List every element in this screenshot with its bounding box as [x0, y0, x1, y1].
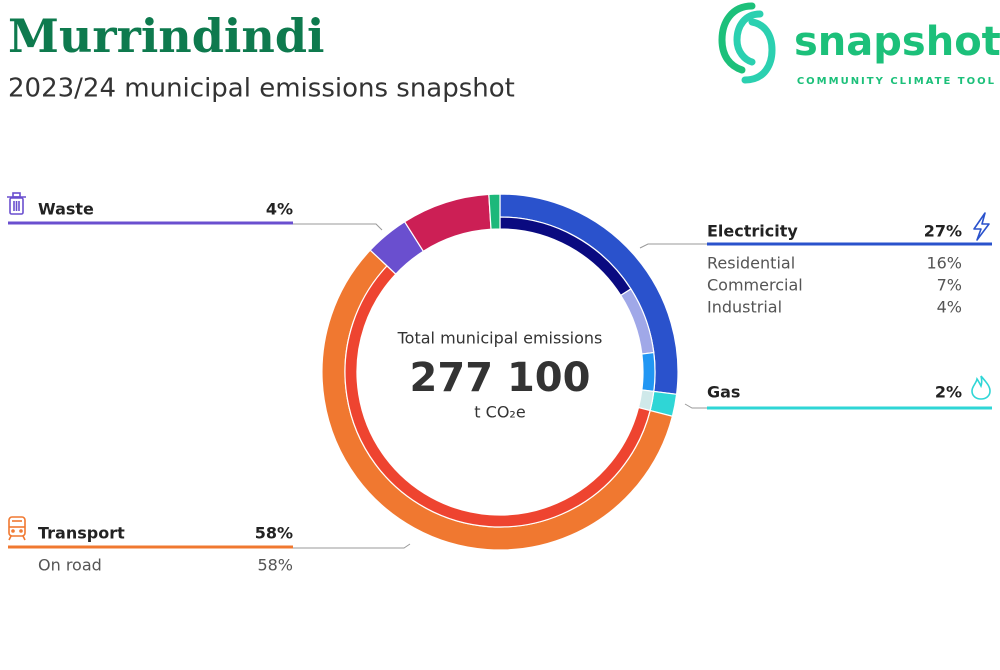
title: Murrindindi [8, 9, 324, 63]
center-value: 277 100 [410, 355, 591, 401]
category-label: Waste [38, 200, 94, 219]
category-value: 58% [255, 524, 293, 543]
logo-icon [718, 2, 776, 84]
waste-icon [7, 192, 26, 215]
logo-name: snapshot [794, 19, 1000, 65]
sub-value: 58% [257, 556, 293, 575]
sub-label: Residential [707, 254, 795, 273]
sub-value: 4% [937, 298, 962, 317]
category-value: 4% [266, 200, 293, 219]
gas-icon [971, 375, 991, 400]
sub-segment [641, 351, 656, 393]
logo-tagline: COMMUNITY CLIMATE TOOL [797, 76, 996, 87]
leader-line [293, 543, 411, 549]
center-label: Total municipal emissions [397, 329, 603, 348]
sub-label: Commercial [707, 276, 803, 295]
leader-line [293, 223, 383, 231]
category-value: 2% [935, 383, 962, 402]
leader-line [639, 243, 707, 249]
electricity-icon [973, 212, 990, 241]
sub-segment [637, 389, 655, 412]
category-label: Gas [707, 383, 740, 402]
sub-label: Industrial [707, 298, 782, 317]
segment [488, 193, 501, 230]
leader-line [684, 403, 707, 409]
category-label: Electricity [707, 222, 798, 241]
category-value: 27% [924, 222, 962, 241]
sub-value: 16% [926, 254, 962, 273]
category-label: Transport [38, 524, 125, 543]
sub-label: On road [38, 556, 102, 575]
segment [403, 193, 492, 253]
center-unit: t CO₂e [474, 403, 525, 422]
sub-value: 7% [937, 276, 962, 295]
subtitle: 2023/24 municipal emissions snapshot [8, 74, 515, 104]
transport-icon [8, 516, 26, 541]
